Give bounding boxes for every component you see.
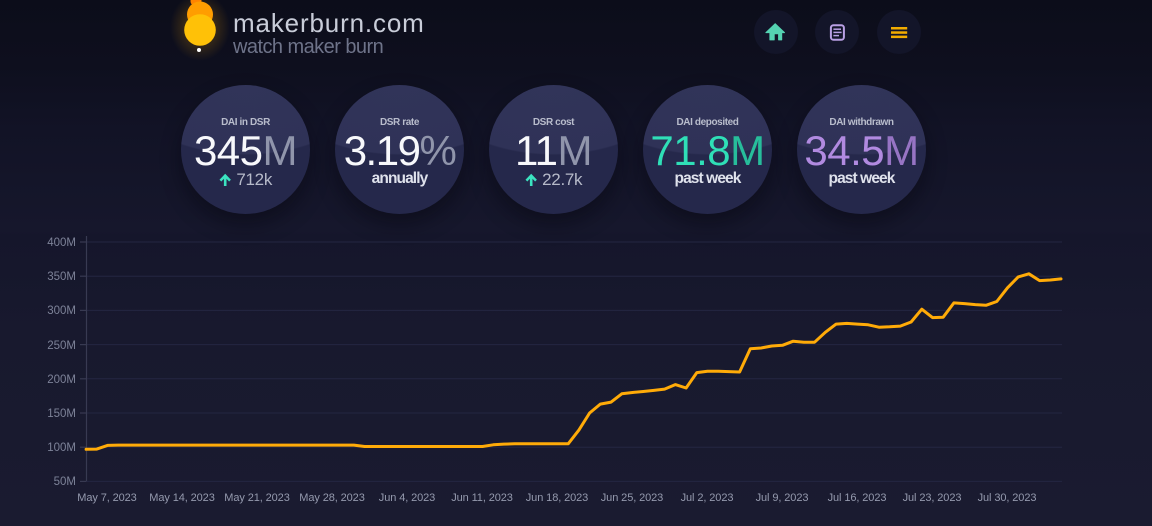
svg-text:Jul 16, 2023: Jul 16, 2023: [828, 492, 887, 504]
svg-text:Jun 18, 2023: Jun 18, 2023: [526, 492, 588, 504]
svg-text:Jul 2, 2023: Jul 2, 2023: [681, 492, 734, 504]
svg-text:Jul 9, 2023: Jul 9, 2023: [756, 492, 809, 504]
svg-text:May 21, 2023: May 21, 2023: [224, 492, 289, 504]
svg-text:Jun 25, 2023: Jun 25, 2023: [601, 492, 663, 504]
svg-text:50M: 50M: [54, 476, 76, 488]
svg-text:Jun 4, 2023: Jun 4, 2023: [379, 492, 435, 504]
svg-text:200M: 200M: [47, 374, 76, 386]
svg-text:100M: 100M: [47, 442, 76, 454]
svg-text:250M: 250M: [47, 340, 76, 352]
svg-text:May 28, 2023: May 28, 2023: [299, 492, 364, 504]
svg-text:Jun 11, 2023: Jun 11, 2023: [451, 492, 513, 504]
svg-text:Jul 30, 2023: Jul 30, 2023: [978, 492, 1037, 504]
svg-text:350M: 350M: [47, 271, 76, 283]
svg-text:400M: 400M: [47, 237, 76, 249]
svg-text:150M: 150M: [47, 408, 76, 420]
svg-text:May 14, 2023: May 14, 2023: [149, 492, 214, 504]
svg-text:Jul 23, 2023: Jul 23, 2023: [903, 492, 962, 504]
svg-text:300M: 300M: [47, 305, 76, 317]
svg-text:May 7, 2023: May 7, 2023: [77, 492, 136, 504]
